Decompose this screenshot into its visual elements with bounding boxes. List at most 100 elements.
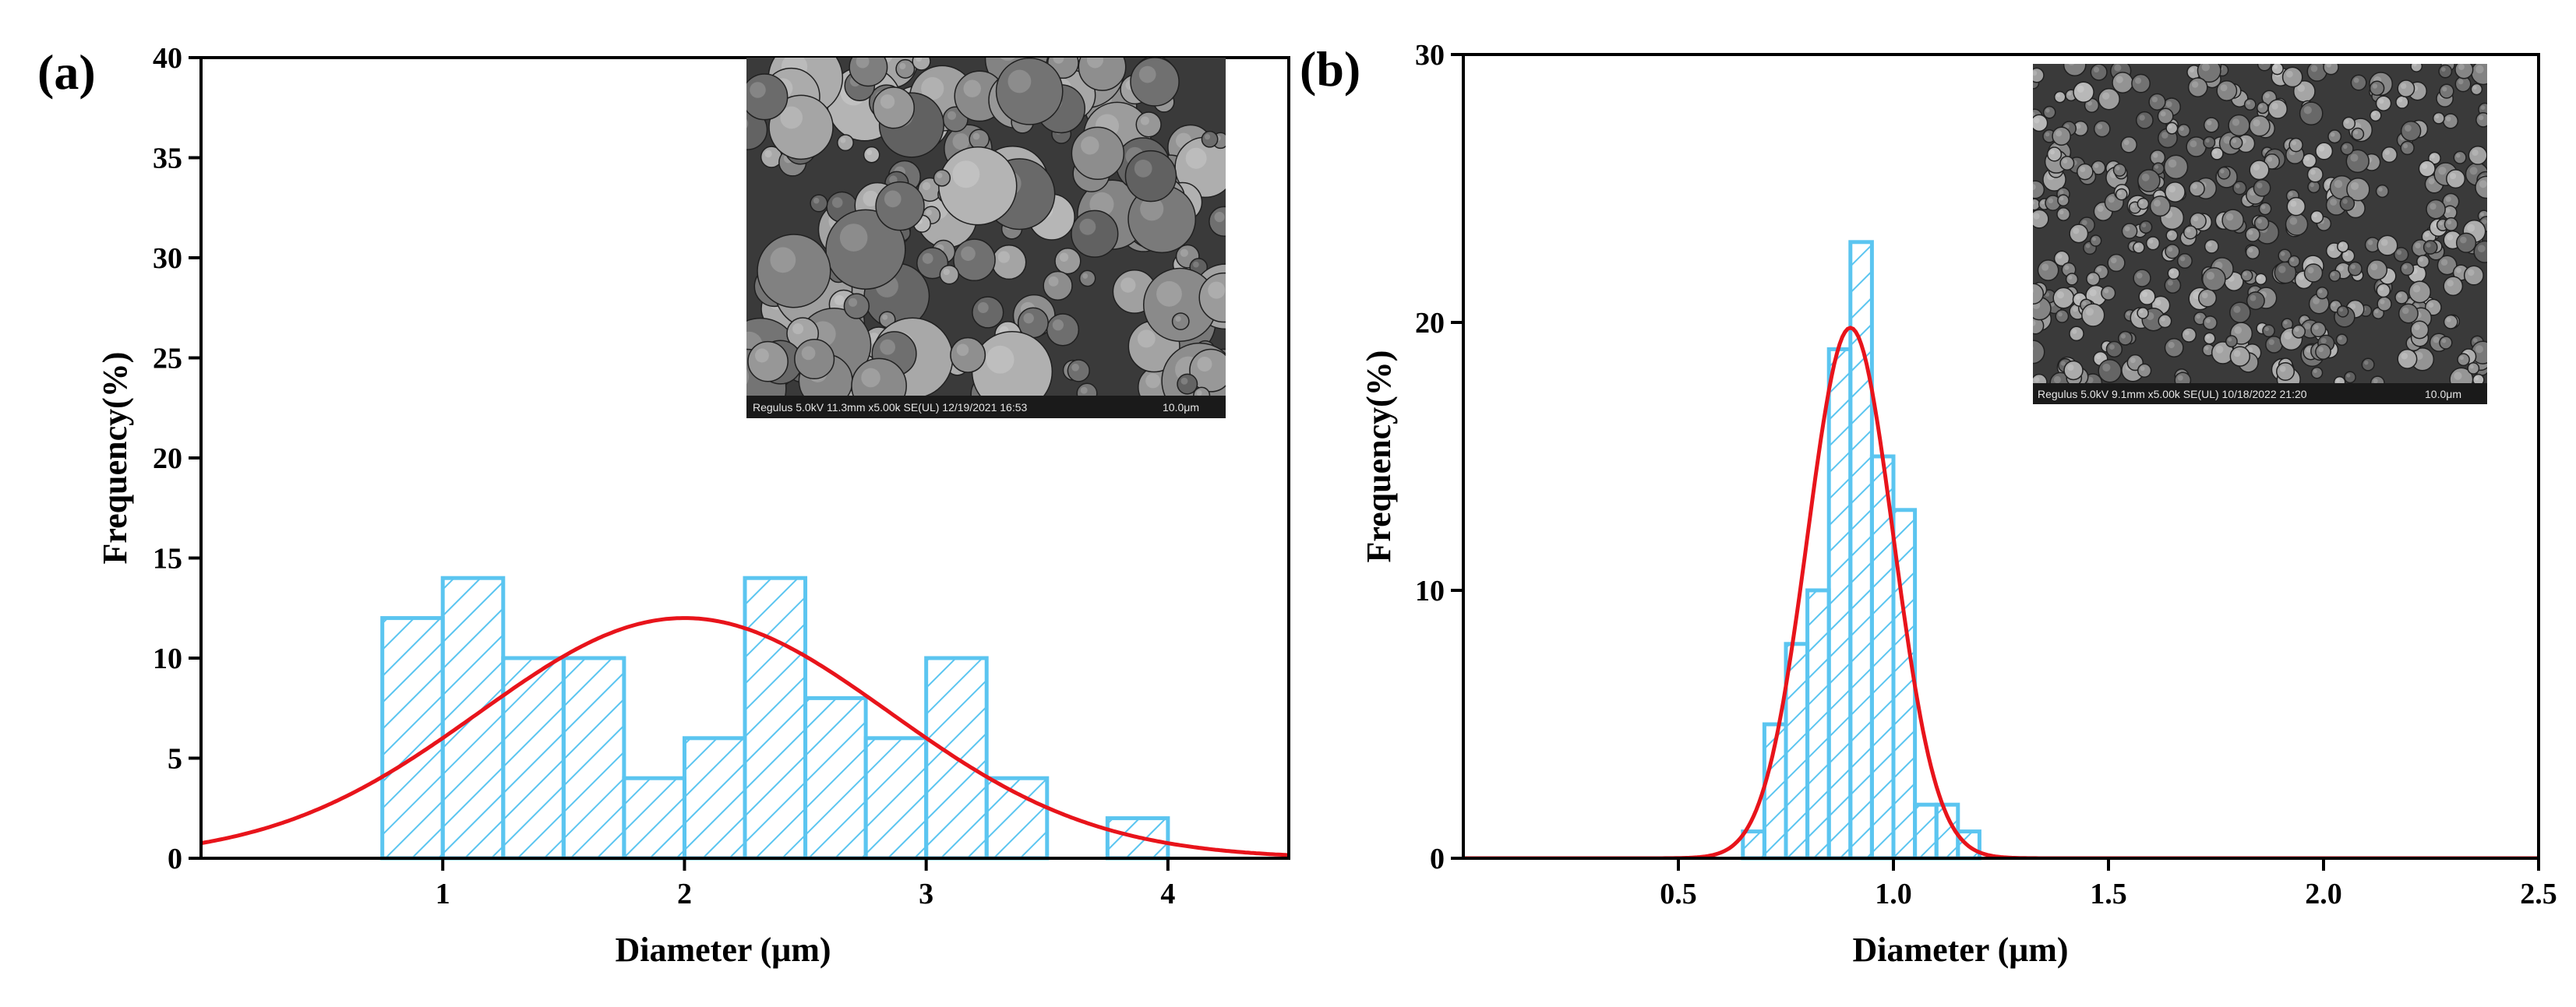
sem-particle-highlight bbox=[2294, 327, 2299, 333]
sem-particle bbox=[2176, 253, 2193, 269]
sem-particle bbox=[2285, 213, 2309, 236]
sem-particle bbox=[2167, 266, 2180, 280]
sem-particle-highlight bbox=[2103, 343, 2108, 347]
sem-particle bbox=[938, 146, 1018, 226]
sem-particle-highlight bbox=[2428, 301, 2434, 308]
sem-particle-highlight bbox=[2135, 244, 2140, 248]
sem-particle bbox=[2183, 225, 2198, 240]
sem-particle-highlight bbox=[899, 62, 906, 70]
sem-particle bbox=[2253, 215, 2270, 231]
sem-particle bbox=[2310, 321, 2327, 338]
sem-particle bbox=[2118, 330, 2133, 346]
sem-particle-highlight bbox=[2257, 182, 2263, 188]
sem-particle-highlight bbox=[2310, 169, 2316, 175]
sem-particle bbox=[2133, 241, 2145, 254]
sem-particle bbox=[2475, 112, 2487, 128]
sem-particle bbox=[2225, 335, 2238, 348]
sem-particle-highlight bbox=[2168, 341, 2175, 349]
sem-particle-highlight bbox=[2233, 350, 2241, 357]
sem-particle bbox=[1067, 359, 1090, 382]
sem-particle-highlight bbox=[2479, 114, 2484, 121]
sem-particle-highlight bbox=[2139, 200, 2144, 204]
sem-particle bbox=[1201, 130, 1219, 148]
sem-particle bbox=[2439, 336, 2453, 350]
chart-a-sem-particles bbox=[746, 58, 1226, 418]
chart-a-x-axis-title: Diameter (μm) bbox=[616, 931, 831, 969]
sem-particle bbox=[2246, 291, 2265, 311]
sem-particle-highlight bbox=[2234, 326, 2243, 334]
sem-particle bbox=[2077, 163, 2094, 181]
sem-particle-highlight bbox=[2190, 67, 2195, 73]
sem-particle-highlight bbox=[2059, 209, 2064, 215]
sem-particle-highlight bbox=[1208, 281, 1226, 299]
sem-particle bbox=[2042, 105, 2056, 119]
sem-particle-highlight bbox=[2136, 272, 2143, 279]
sem-particle-highlight bbox=[2246, 100, 2251, 105]
sem-particle bbox=[2344, 371, 2356, 384]
sem-particle-highlight bbox=[2460, 236, 2467, 244]
sem-particle bbox=[2463, 265, 2484, 286]
chart-b-bar bbox=[1805, 588, 1831, 861]
sem-particle bbox=[2069, 326, 2084, 342]
sem-particle-highlight bbox=[2072, 329, 2077, 334]
sem-particle-highlight bbox=[2400, 83, 2407, 90]
sem-particle-highlight bbox=[1140, 197, 1164, 221]
sem-particle-highlight bbox=[1193, 261, 1199, 268]
sem-particle-highlight bbox=[2336, 379, 2340, 382]
sem-particle-highlight bbox=[2480, 105, 2486, 111]
chart-a-y-tick-label: 10 bbox=[153, 643, 182, 675]
sem-particle-highlight bbox=[2056, 130, 2063, 137]
sem-particle bbox=[916, 247, 949, 280]
sem-particle-highlight bbox=[1145, 373, 1161, 389]
sem-particle-highlight bbox=[2445, 208, 2451, 213]
sem-particle-highlight bbox=[863, 190, 879, 207]
sem-particle-highlight bbox=[839, 224, 868, 252]
sem-particle bbox=[2046, 146, 2063, 162]
sem-particle-highlight bbox=[2168, 231, 2172, 236]
sem-particle-highlight bbox=[834, 294, 845, 305]
sem-particle-highlight bbox=[2232, 139, 2237, 143]
sem-particle bbox=[2249, 114, 2271, 137]
sem-particle bbox=[2336, 305, 2349, 318]
sem-particle bbox=[2315, 343, 2331, 361]
sem-particle bbox=[2258, 202, 2272, 216]
sem-particle-highlight bbox=[2093, 66, 2100, 73]
sem-particle-highlight bbox=[2089, 289, 2097, 297]
sem-particle-highlight bbox=[2283, 320, 2288, 325]
sem-particle-highlight bbox=[977, 302, 989, 313]
sem-particle-highlight bbox=[840, 137, 846, 143]
sem-particle-highlight bbox=[889, 175, 898, 184]
sem-particle-highlight bbox=[2257, 275, 2261, 280]
sem-particle-highlight bbox=[2343, 144, 2348, 150]
sem-particle bbox=[2377, 296, 2392, 312]
sem-particle-highlight bbox=[1134, 159, 1152, 178]
sem-particle-highlight bbox=[2475, 345, 2483, 354]
sem-particle-highlight bbox=[2059, 189, 2064, 195]
sem-particle bbox=[2254, 273, 2267, 286]
sem-particle bbox=[2065, 273, 2079, 286]
sem-particle bbox=[2443, 276, 2464, 297]
sem-particle-highlight bbox=[2053, 375, 2062, 384]
sem-particle bbox=[2446, 169, 2466, 189]
sem-particle-highlight bbox=[2201, 64, 2210, 72]
sem-particle bbox=[2033, 67, 2045, 83]
sem-particle-highlight bbox=[2405, 125, 2412, 132]
sem-particle-highlight bbox=[2475, 65, 2484, 74]
sem-particle-highlight bbox=[780, 106, 803, 129]
sem-particle-highlight bbox=[2168, 159, 2177, 168]
sem-particle-highlight bbox=[2279, 365, 2286, 372]
sem-particle-highlight bbox=[2184, 330, 2190, 336]
sem-particle-highlight bbox=[2191, 81, 2199, 88]
sem-particle-highlight bbox=[2458, 64, 2465, 70]
sem-particle-highlight bbox=[2290, 258, 2295, 262]
sem-particle-highlight bbox=[2469, 167, 2478, 175]
sem-particle bbox=[2228, 114, 2250, 137]
chart-a-bar bbox=[984, 776, 1050, 861]
sem-particle-highlight bbox=[813, 197, 820, 204]
sem-particle bbox=[863, 146, 880, 164]
sem-particle-highlight bbox=[2346, 373, 2351, 378]
sem-particle-highlight bbox=[1000, 58, 1016, 61]
sem-particle-highlight bbox=[2306, 347, 2312, 353]
sem-particle bbox=[2086, 272, 2101, 287]
